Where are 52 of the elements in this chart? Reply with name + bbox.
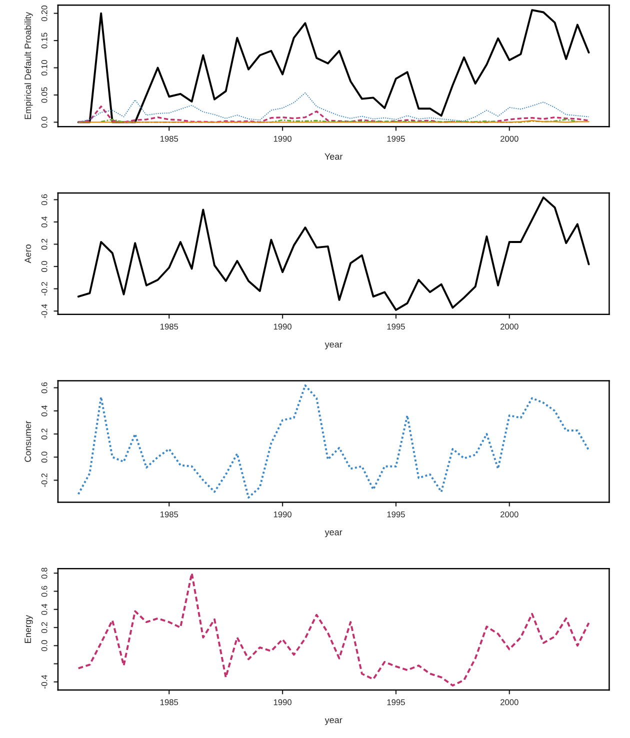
y-tick-label: 0.15 — [41, 32, 48, 48]
y-tick-label: 0.20 — [41, 6, 48, 22]
x-tick-label: 1990 — [274, 136, 292, 142]
y-tick-label: 0.8 — [41, 568, 48, 579]
x-tick-label: 1990 — [274, 324, 292, 330]
y-tick-label: 0.0 — [41, 116, 48, 128]
x-tick-label: 1995 — [387, 136, 405, 142]
y-tick-label: 0.4 — [41, 216, 48, 228]
x-tick-label: 2000 — [500, 136, 518, 142]
y-tick-label: 0.2 — [41, 428, 48, 440]
y-tick-label: 0.4 — [41, 405, 48, 416]
x-axis-title: year — [324, 342, 342, 350]
x-tick-label: 1995 — [387, 511, 405, 518]
x-tick-label: 2000 — [500, 699, 518, 706]
y-tick-label: -0.2 — [41, 473, 48, 488]
y-axis-title: Energy — [24, 615, 33, 643]
y-axis-title: Consumer — [24, 420, 32, 462]
x-axis-title: year — [324, 530, 342, 538]
x-axis-title: year — [324, 718, 342, 725]
y-axis-title: Aero — [24, 244, 32, 264]
y-tick-label: 0.0 — [41, 261, 48, 272]
y-tick-label: 0.6 — [41, 382, 48, 394]
y-tick-label: -0.2 — [41, 282, 48, 296]
y-tick-label: 0.10 — [41, 60, 48, 76]
x-tick-label: 1995 — [387, 324, 405, 330]
y-tick-label: -0.4 — [41, 674, 48, 689]
x-tick-label: 1990 — [274, 511, 292, 518]
y-tick-label: 0.0 — [41, 640, 48, 652]
line-series — [78, 106, 590, 124]
x-tick-label: 2000 — [500, 511, 518, 518]
line-series — [77, 572, 590, 686]
line-series — [77, 384, 590, 499]
y-tick-label: 0.05 — [41, 87, 48, 103]
y-tick-label: 0.6 — [41, 194, 48, 206]
x-tick-label: 1985 — [160, 699, 178, 706]
y-tick-label: 0.0 — [41, 452, 48, 463]
x-tick-label: 1985 — [160, 324, 178, 330]
x-tick-label: 1985 — [160, 136, 178, 142]
y-axis-title: Empirical Default Proability — [24, 12, 33, 120]
line-series — [78, 92, 590, 123]
x-tick-label: 1995 — [387, 699, 405, 706]
x-tick-label: 1990 — [274, 699, 292, 706]
y-tick-label: 0.4 — [41, 604, 48, 615]
x-tick-label: 1985 — [160, 511, 178, 518]
x-tick-label: 2000 — [500, 324, 518, 330]
y-tick-label: -0.4 — [41, 304, 48, 318]
x-axis-title: Year — [324, 153, 343, 160]
y-tick-label: 0.2 — [41, 622, 48, 633]
y-tick-label: 0.6 — [41, 586, 48, 597]
y-tick-label: 0.2 — [41, 238, 48, 250]
line-series — [77, 196, 590, 311]
line-series — [77, 9, 590, 124]
